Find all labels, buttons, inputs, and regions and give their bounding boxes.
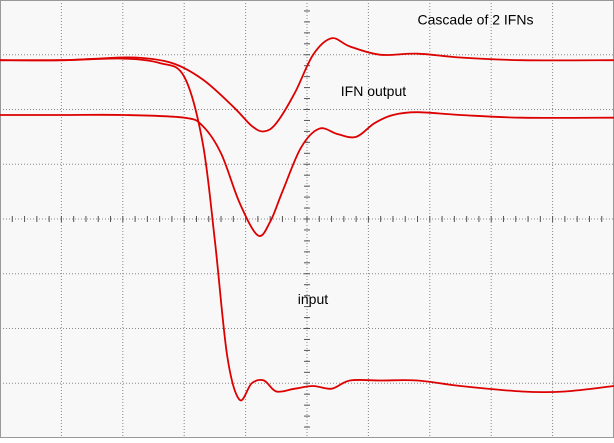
trace-ifn-output: [0, 111, 614, 237]
traces: [0, 37, 614, 402]
annotations: Cascade of 2 IFNs IFN output input: [298, 12, 534, 307]
trace-label: Cascade of 2 IFNs: [418, 12, 534, 28]
trace-label: input: [298, 291, 328, 307]
trace-cascade-of-2-ifns: [0, 37, 614, 133]
trace-input: [0, 57, 614, 402]
trace-label: IFN output: [341, 83, 406, 99]
